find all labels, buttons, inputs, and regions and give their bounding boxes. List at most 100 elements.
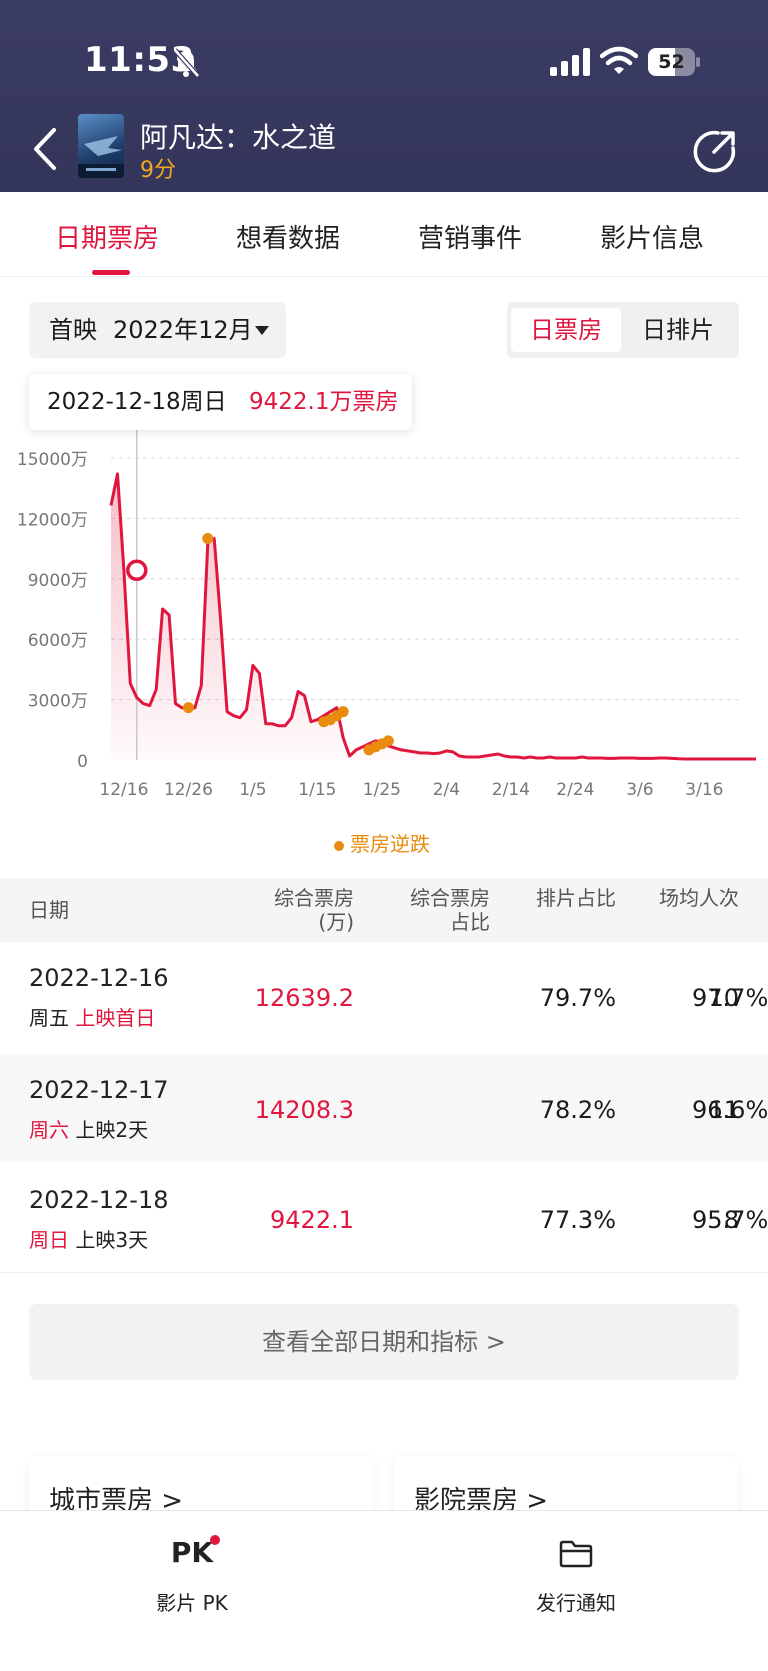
header-date: 日期 [29,898,69,922]
row-date: 2022-12-16 [29,964,169,992]
x-tick-label: 1/5 [239,780,266,800]
x-tick-label: 2/14 [492,780,530,800]
tab-marketing-events[interactable]: 营销事件 [418,224,523,254]
movie-poster[interactable] [78,114,124,178]
release-notice-label: 发行通知 [536,1591,616,1615]
tooltip-date: 2022-12-18周日 [47,389,227,415]
row-box-share: 97.7% [692,984,768,1012]
x-tick-label: 2/24 [556,780,594,800]
reversal-point [202,533,214,545]
tab-date-box-office[interactable]: 日期票房 [55,224,160,254]
row-avg-attendance: 8 [723,1206,739,1234]
row-box-share: 96.6% [692,1096,768,1124]
header-box-office-line1: 综合票房 [274,886,354,910]
toggle-daily-schedule[interactable]: 日排片 [642,316,714,344]
y-tick-label: 15000万 [17,450,88,470]
y-tick-label: 12000万 [17,510,88,530]
row-box-office: 9422.1 [270,1206,354,1234]
x-tick-label: 3/6 [626,780,653,800]
y-tick-label: 9000万 [28,571,88,591]
back-icon[interactable] [30,124,60,174]
series-area [111,473,756,760]
row-subtitle: 周五 上映首日 [29,1002,155,1031]
caret-down-icon [255,326,269,335]
battery-level: 52 [658,51,685,73]
release-notice-button[interactable]: 发行通知 [476,1531,676,1616]
month-selector-prefix: 首映 [49,316,97,344]
signal-icon [550,48,590,76]
x-tick-label: 3/16 [685,780,723,800]
row-box-share: 95.7% [692,1206,768,1234]
y-tick-label: 6000万 [28,631,88,651]
row-weekday: 周日 [29,1228,69,1252]
legend-dot-icon [334,840,344,851]
pk-icon: PK [92,1531,292,1575]
row-schedule-share: 79.7% [539,984,616,1012]
row-subtitle: 周六 上映2天 [29,1114,148,1143]
row-tag: 上映2天 [75,1118,149,1142]
tab-active-indicator [92,270,130,275]
reversal-point [382,735,394,747]
header-box-office-line2: (万) [318,910,354,934]
wifi-icon [600,46,638,74]
row-date: 2022-12-17 [29,1076,169,1104]
table-header: 日期 综合票房 (万) 综合票房 占比 排片占比 场均人次 [0,878,768,942]
view-all-button[interactable]: 查看全部日期和指标 > [29,1304,739,1380]
header-schedule-share: 排片占比 [536,886,616,910]
row-box-office: 12639.2 [254,984,354,1012]
folder-icon [476,1531,676,1575]
y-tick-label: 3000万 [28,692,88,712]
reversal-point [182,702,194,714]
chart-tooltip: 2022-12-18周日 9422.1万票房 [29,374,412,430]
row-avg-attendance: 10 [708,984,739,1012]
x-tick-label: 12/26 [164,780,213,800]
header-box-share-line1: 综合票房 [410,886,490,910]
month-selector-value: 2022年12月 [113,316,253,344]
box-office-chart[interactable]: 15000万 12000万 9000万 6000万 3000万 0 12/16 12/26 1/… [0,430,768,810]
movie-pk-button[interactable]: PK 影片 PK [92,1531,292,1616]
header-box-share-line2: 占比 [450,910,490,934]
battery-icon: 52 [648,48,700,76]
highlight-point [126,559,148,582]
table-row[interactable]: 2022-12-16 周五 上映首日 12639.2 97.7% 79.7% 1… [0,942,768,1050]
metric-toggle: 日票房 日排片 [507,302,739,358]
header-avg-attendance: 场均人次 [659,886,739,910]
chart-legend: 票房逆跌 [334,828,430,857]
status-time: 11:53 [84,40,195,80]
row-tag: 上映首日 [75,1006,156,1030]
x-tick-label: 1/25 [363,780,401,800]
x-tick-label: 1/15 [298,780,336,800]
row-schedule-share: 78.2% [539,1096,616,1124]
row-schedule-share: 77.3% [539,1206,616,1234]
table-row[interactable]: 2022-12-17 周六 上映2天 14208.3 96.6% 78.2% 1… [0,1054,768,1162]
notification-dot [210,1535,220,1545]
legend-label: 票房逆跌 [350,832,430,856]
row-tag: 上映3天 [75,1228,149,1252]
row-subtitle: 周日 上映3天 [29,1224,148,1253]
header-box-office: 综合票房 (万) [274,886,354,934]
row-avg-attendance: 11 [708,1096,739,1124]
reversal-point [337,706,349,718]
app-header: 11:53 52 阿凡达：水之道 9分 [0,0,768,192]
toggle-daily-box-office[interactable]: 日票房 [511,308,621,352]
x-tick-label: 12/16 [99,780,148,800]
tab-want-to-see[interactable]: 想看数据 [236,224,341,254]
movie-title: 阿凡达：水之道 [140,121,337,154]
movie-score: 9分 [140,158,176,183]
tab-movie-info[interactable]: 影片信息 [600,224,705,254]
x-tick-label: 2/4 [433,780,460,800]
header-box-share: 综合票房 占比 [410,886,490,934]
movie-pk-label: 影片 PK [156,1591,228,1615]
tab-bar: 日期票房 想看数据 营销事件 影片信息 [0,192,768,277]
series-line [109,472,756,761]
pk-icon-text: PK [170,1536,214,1569]
row-box-office: 14208.3 [254,1096,354,1124]
y-tick-label: 0 [77,752,88,772]
share-icon[interactable] [692,128,738,174]
table-row[interactable]: 2022-12-18 周日 上映3天 9422.1 95.7% 77.3% 8 [0,1164,768,1273]
row-weekday: 周六 [29,1118,69,1142]
row-weekday: 周五 [29,1006,69,1030]
bell-muted-icon [173,48,200,78]
month-selector[interactable]: 首映 2022年12月 [29,302,286,358]
bottom-toolbar: PK 影片 PK 发行通知 [0,1510,768,1671]
